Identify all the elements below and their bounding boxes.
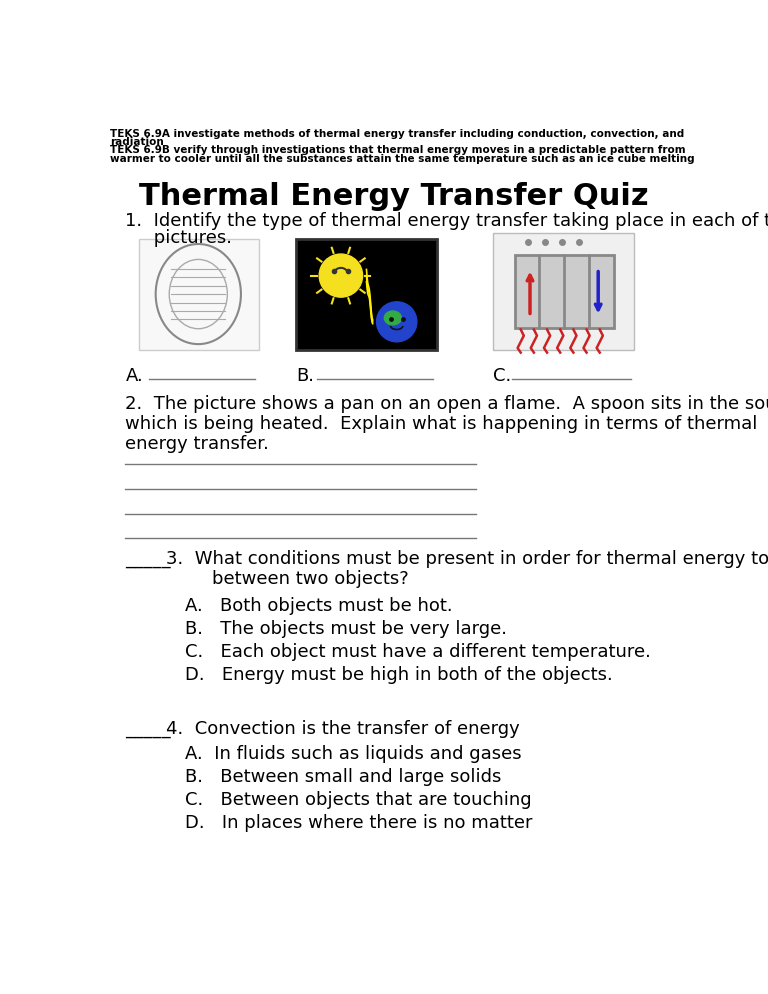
Text: energy transfer.: energy transfer. bbox=[125, 435, 270, 453]
Text: pictures.: pictures. bbox=[125, 229, 233, 247]
Text: C.: C. bbox=[493, 367, 511, 386]
Text: Thermal Energy Transfer Quiz: Thermal Energy Transfer Quiz bbox=[139, 183, 648, 212]
Ellipse shape bbox=[384, 311, 402, 325]
Text: A.  In fluids such as liquids and gases: A. In fluids such as liquids and gases bbox=[185, 745, 521, 762]
Text: C.   Between objects that are touching: C. Between objects that are touching bbox=[185, 790, 531, 809]
Text: D.   Energy must be high in both of the objects.: D. Energy must be high in both of the ob… bbox=[185, 666, 613, 684]
FancyBboxPatch shape bbox=[139, 239, 259, 350]
Text: D.   In places where there is no matter: D. In places where there is no matter bbox=[185, 814, 533, 832]
Circle shape bbox=[319, 254, 362, 297]
Text: 2.  The picture shows a pan on an open a flame.  A spoon sits in the soup,: 2. The picture shows a pan on an open a … bbox=[125, 395, 768, 413]
Text: B.   Between small and large solids: B. Between small and large solids bbox=[185, 767, 502, 785]
Text: which is being heated.  Explain what is happening in terms of thermal: which is being heated. Explain what is h… bbox=[125, 414, 758, 433]
Circle shape bbox=[376, 302, 417, 342]
Text: B.: B. bbox=[296, 367, 314, 386]
Text: warmer to cooler until all the substances attain the same temperature such as an: warmer to cooler until all the substance… bbox=[110, 154, 694, 164]
Text: A.: A. bbox=[125, 367, 143, 386]
Text: 4.  Convection is the transfer of energy: 4. Convection is the transfer of energy bbox=[166, 720, 519, 738]
Text: 1.  Identify the type of thermal energy transfer taking place in each of the: 1. Identify the type of thermal energy t… bbox=[125, 212, 768, 230]
Text: B.   The objects must be very large.: B. The objects must be very large. bbox=[185, 620, 507, 638]
Text: radiation: radiation bbox=[110, 137, 164, 147]
Text: _____: _____ bbox=[125, 720, 171, 738]
Text: _____: _____ bbox=[125, 551, 171, 569]
Text: TEKS 6.9B verify through investigations that thermal energy moves in a predictab: TEKS 6.9B verify through investigations … bbox=[110, 145, 686, 155]
Text: A.   Both objects must be hot.: A. Both objects must be hot. bbox=[185, 596, 453, 614]
Text: between two objects?: between two objects? bbox=[166, 571, 409, 588]
FancyBboxPatch shape bbox=[493, 234, 634, 350]
Text: C.   Each object must have a different temperature.: C. Each object must have a different tem… bbox=[185, 643, 651, 661]
Text: 3.  What conditions must be present in order for thermal energy to transfer: 3. What conditions must be present in or… bbox=[166, 551, 768, 569]
FancyBboxPatch shape bbox=[515, 254, 614, 328]
FancyBboxPatch shape bbox=[296, 239, 437, 350]
Text: TEKS 6.9A investigate methods of thermal energy transfer including conduction, c: TEKS 6.9A investigate methods of thermal… bbox=[110, 128, 684, 138]
